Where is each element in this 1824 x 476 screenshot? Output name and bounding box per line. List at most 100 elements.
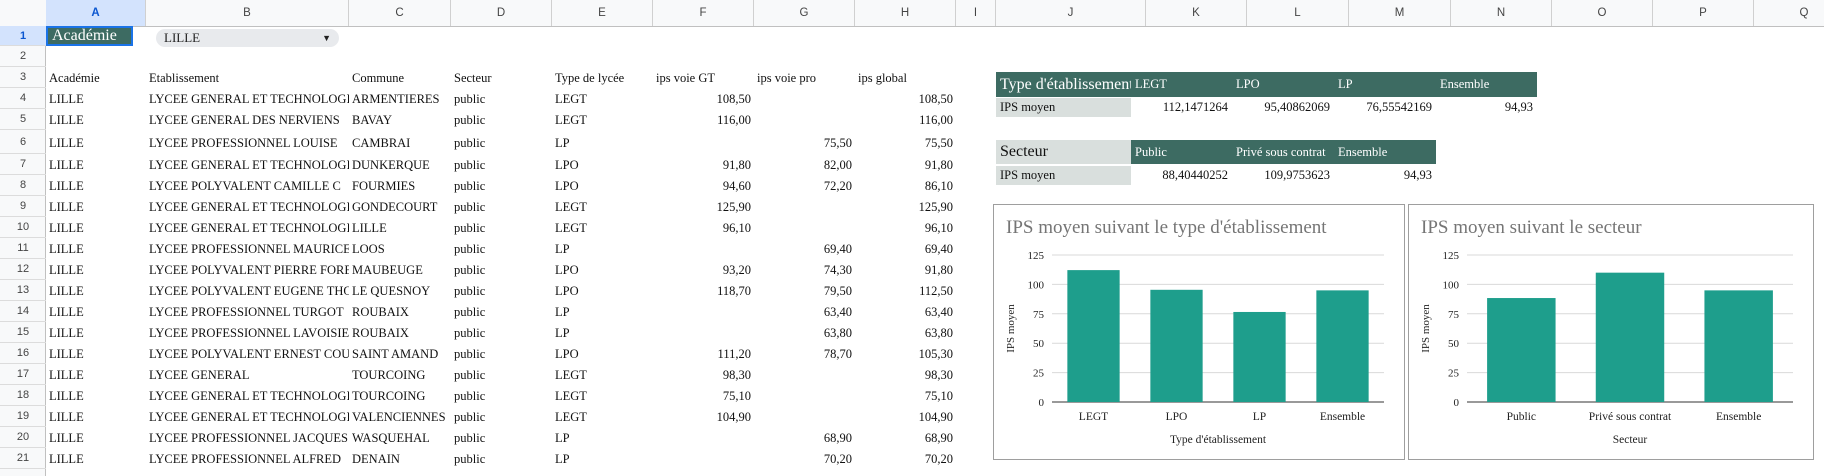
table-cell[interactable]	[653, 301, 754, 322]
table-cell[interactable]: LYCEE GENERAL ET TECHNOLOGIQUE	[149, 158, 349, 172]
table-cell[interactable]	[754, 196, 855, 217]
table-cell[interactable]: LYCEE PROFESSIONNEL LOUISE	[149, 136, 338, 150]
table-cell[interactable]: public	[454, 92, 486, 106]
row-header-4[interactable]: 4	[0, 88, 46, 109]
table-cell[interactable]	[754, 88, 855, 109]
table-cell[interactable]: LILLE	[49, 242, 84, 256]
row-header-12[interactable]: 12	[0, 259, 46, 280]
table-cell[interactable]: 91,80	[924, 263, 953, 277]
table-cell[interactable]: 63,40	[924, 305, 953, 319]
summary-type-title[interactable]: Type d'établissement	[996, 72, 1131, 97]
table-cell[interactable]: LEGT	[555, 368, 587, 382]
table-cell[interactable]: 68,90	[823, 431, 852, 445]
column-header-b[interactable]: B	[146, 0, 349, 26]
row-header-21[interactable]: 21	[0, 448, 46, 469]
table-cell[interactable]	[653, 448, 754, 469]
table-cell[interactable]: LYCEE GENERAL ET TECHNOLOGIQUE	[149, 200, 349, 214]
table-cell[interactable]: LYCEE POLYVALENT CAMILLE C	[149, 179, 341, 193]
table-cell[interactable]	[653, 130, 754, 154]
table-cell[interactable]: LILLE	[49, 284, 84, 298]
column-header-f[interactable]: F	[653, 0, 754, 26]
table-cell[interactable]: LILLE	[49, 136, 84, 150]
table-cell[interactable]: LOOS	[352, 242, 385, 256]
table-cell[interactable]	[754, 406, 855, 427]
academie-dropdown[interactable]: LILLE ▼	[156, 29, 339, 47]
summary_secteur-value[interactable]: 94,93	[1403, 168, 1432, 182]
summary_type-header[interactable]: LEGT	[1131, 72, 1232, 97]
table-cell[interactable]: 74,30	[823, 263, 852, 277]
table-cell[interactable]: 69,40	[924, 242, 953, 256]
summary_secteur-header[interactable]: Public	[1131, 140, 1232, 164]
summary_type-value[interactable]: 95,40862069	[1264, 100, 1330, 114]
row-header-8[interactable]: 8	[0, 175, 46, 196]
table-cell[interactable]: LPO	[555, 284, 579, 298]
table-cell[interactable]: LILLE	[49, 221, 84, 235]
table-cell[interactable]: LYCEE GENERAL ET TECHNOLOGIQUE	[149, 410, 349, 424]
summary_type-header[interactable]: LP	[1334, 72, 1436, 97]
table-cell[interactable]	[653, 427, 754, 448]
table-cell[interactable]: LILLE	[49, 113, 84, 127]
table-cell[interactable]: BAVAY	[352, 113, 393, 127]
table-cell[interactable]: ROUBAIX	[352, 305, 409, 319]
row-header-18[interactable]: 18	[0, 385, 46, 406]
table-cell[interactable]: public	[454, 113, 486, 127]
table-cell[interactable]: 63,80	[924, 326, 953, 340]
table-cell[interactable]: 93,20	[722, 263, 751, 277]
table-cell[interactable]: LYCEE PROFESSIONNEL JACQUES	[149, 431, 348, 445]
table-cell[interactable]: LILLE	[49, 389, 84, 403]
column-header-p[interactable]: P	[1653, 0, 1754, 26]
table-cell[interactable]: LYCEE POLYVALENT ERNEST COUTEAUX	[149, 347, 349, 361]
table-cell[interactable]: LILLE	[49, 326, 84, 340]
table-cell[interactable]: LYCEE GENERAL ET TECHNOLOGIQUE	[149, 221, 349, 235]
table-cell[interactable]: LP	[555, 431, 570, 445]
table-cell[interactable]: public	[454, 452, 486, 466]
table-cell[interactable]	[754, 385, 855, 406]
summary_type-value[interactable]: 76,55542169	[1366, 100, 1432, 114]
table-cell[interactable]: LYCEE PROFESSIONNEL TURGOT	[149, 305, 344, 319]
column-header-o[interactable]: O	[1552, 0, 1653, 26]
table-cell[interactable]: LYCEE GENERAL ET TECHNOLOGIQUE	[149, 92, 349, 106]
table-cell[interactable]: LE QUESNOY	[352, 284, 431, 298]
row-header-7[interactable]: 7	[0, 154, 46, 175]
table-cell[interactable]: 75,50	[924, 136, 953, 150]
row-header-1[interactable]: 1	[0, 26, 46, 46]
row-header-19[interactable]: 19	[0, 406, 46, 427]
column-header-d[interactable]: D	[451, 0, 552, 26]
table-cell[interactable]: 125,90	[918, 200, 953, 214]
summary_secteur-header[interactable]: Privé sous contrat	[1232, 140, 1334, 164]
table-cell[interactable]: MAUBEUGE	[352, 263, 423, 277]
table-header-cell[interactable]: ips global	[858, 71, 907, 85]
row-header-16[interactable]: 16	[0, 343, 46, 364]
table-header-cell[interactable]: Type de lycée	[555, 71, 625, 85]
table-cell[interactable]: TOURCOING	[352, 389, 426, 403]
table-cell[interactable]: FOURMIES	[352, 179, 416, 193]
table-cell[interactable]: public	[454, 179, 486, 193]
table-cell[interactable]: 63,80	[823, 326, 852, 340]
column-header-e[interactable]: E	[552, 0, 653, 26]
table-cell[interactable]: DUNKERQUE	[352, 158, 430, 172]
table-cell[interactable]: 70,20	[924, 452, 953, 466]
table-header-cell[interactable]: Académie	[49, 71, 100, 85]
table-cell[interactable]: public	[454, 158, 486, 172]
table-cell[interactable]: 118,70	[717, 284, 751, 298]
table-cell[interactable]: WASQUEHAL	[352, 431, 430, 445]
row-header-5[interactable]: 5	[0, 109, 46, 130]
table-cell[interactable]: LILLE	[49, 368, 84, 382]
column-header-c[interactable]: C	[349, 0, 451, 26]
summary-secteur-title[interactable]: Secteur	[996, 140, 1131, 164]
table-cell[interactable]: 75,10	[722, 389, 751, 403]
table-cell[interactable]: LEGT	[555, 221, 587, 235]
table-cell[interactable]: LEGT	[555, 410, 587, 424]
summary-type-row-label[interactable]: IPS moyen	[996, 98, 1131, 117]
row-header-13[interactable]: 13	[0, 280, 46, 301]
table-cell[interactable]: LILLE	[49, 452, 84, 466]
row-header-6[interactable]: 6	[0, 130, 46, 154]
table-header-cell[interactable]: Commune	[352, 71, 405, 85]
summary_type-value[interactable]: 94,93	[1504, 100, 1533, 114]
table-cell[interactable]: VALENCIENNES	[352, 410, 446, 424]
column-header-k[interactable]: K	[1146, 0, 1247, 26]
table-cell[interactable]: LILLE	[49, 92, 84, 106]
table-cell[interactable]: 63,40	[823, 305, 852, 319]
table-cell[interactable]: LYCEE PROFESSIONNEL ALFRED	[149, 452, 342, 466]
table-cell[interactable]: public	[454, 263, 486, 277]
